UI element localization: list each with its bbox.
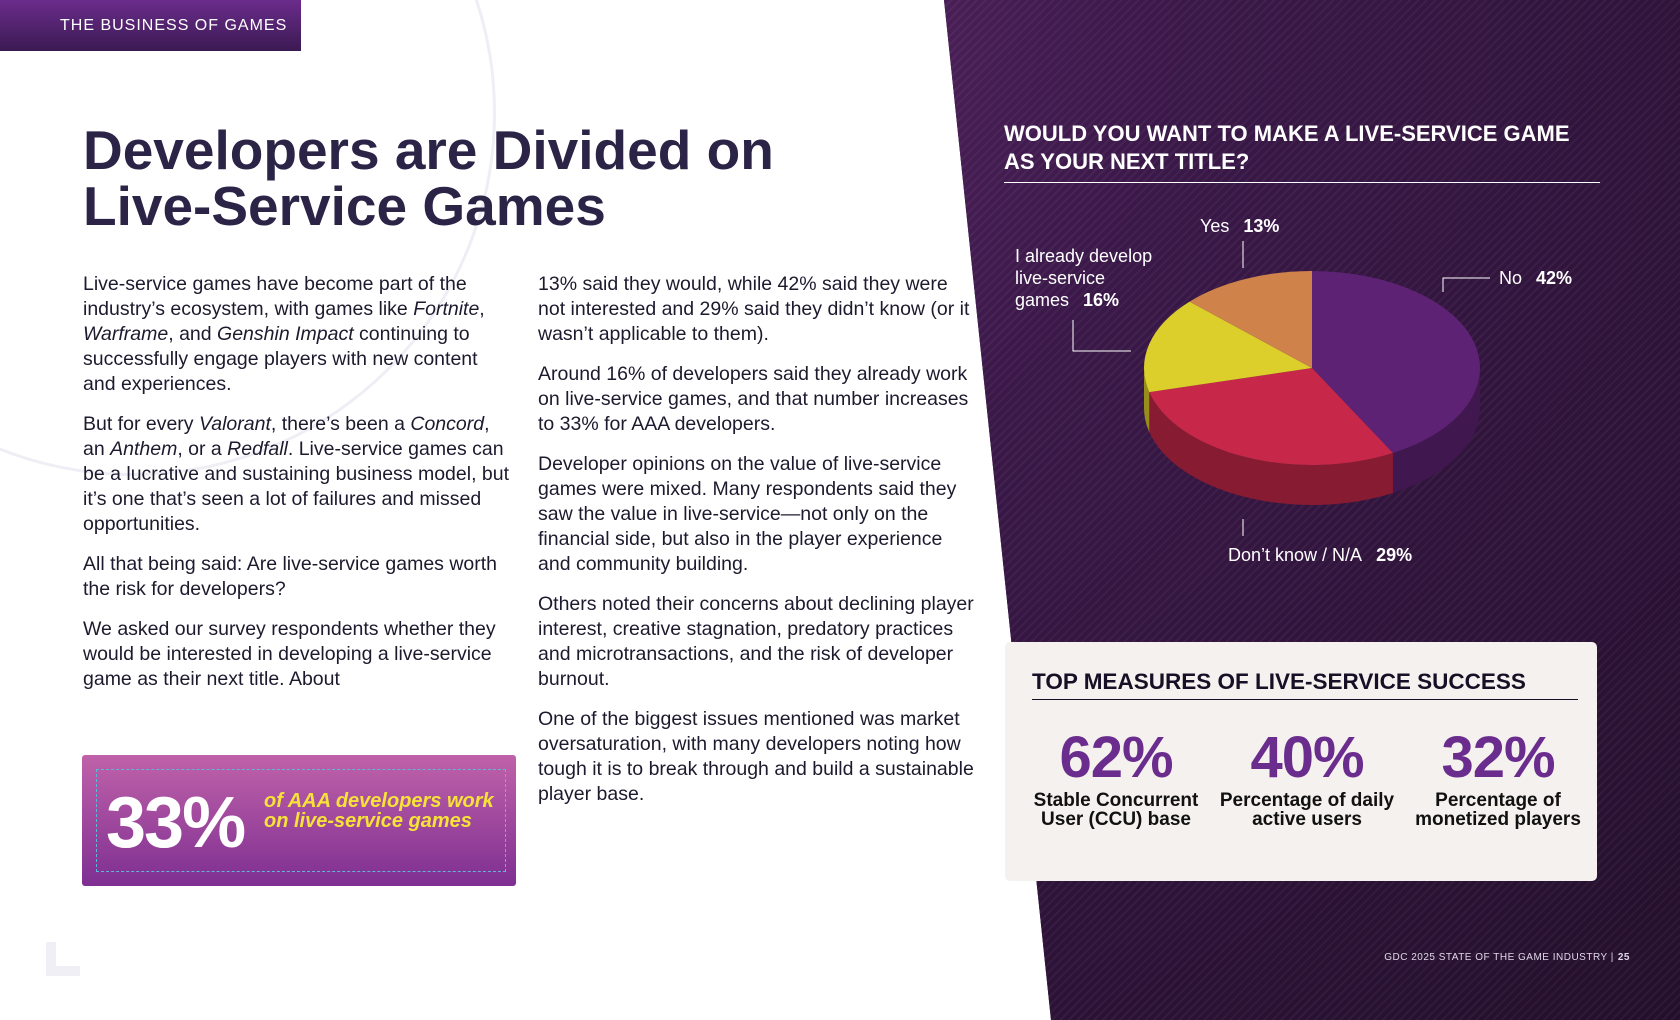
stat-monetized: 32% Percentage of monetized players (1403, 725, 1593, 830)
pie-label-already: I already develop live-service games 16% (1015, 246, 1153, 310)
paragraph: All that being said: Are live-service ga… (83, 553, 498, 600)
leader-line-already (1072, 320, 1131, 352)
footer: GDC 2025 STATE OF THE GAME INDUSTRY | 25 (1384, 952, 1630, 963)
callout-dashed-border (96, 769, 506, 872)
pie-side-1 (1149, 392, 1393, 505)
stat-label: Percentage of monetized players (1415, 790, 1581, 830)
paragraph: Live-service games have become part of t… (83, 273, 485, 395)
paragraph: Around 16% of developers said they alrea… (538, 363, 969, 435)
pie-label-dontknow: Don’t know / N/A 29% (1228, 545, 1413, 565)
callout-text: of AAA developers work on live-service g… (264, 790, 494, 832)
title-line-1: Developers are Divided on (83, 119, 774, 181)
leader-line-no (1442, 277, 1490, 292)
stat-dau: 40% Percentage of daily active users (1212, 725, 1402, 830)
body-column-right: 13% said they would, while 42% said they… (538, 272, 978, 822)
paragraph: 13% said they would, while 42% said they… (538, 273, 970, 345)
pie-slice-1 (1149, 368, 1393, 465)
corner-bracket-icon (46, 942, 80, 976)
page-number: 25 (1617, 952, 1630, 963)
pie-slice-0 (1312, 271, 1480, 454)
pie-label-no: No 42% (1499, 268, 1573, 288)
paragraph: We asked our survey respondents whether … (83, 618, 496, 690)
pie-label-yes: Yes 13% (1200, 216, 1280, 236)
stat-value: 32% (1441, 725, 1555, 790)
stat-label: Stable Concurrent User (CCU) base (1033, 790, 1199, 830)
stat-ccu: 62% Stable Concurrent User (CCU) base (1021, 725, 1211, 830)
pie-slice-3 (1189, 271, 1312, 368)
chart-title: WOULD YOU WANT TO MAKE A LIVE-SERVICE GA… (1004, 120, 1600, 183)
body-column-left: Live-service games have become part of t… (83, 272, 513, 707)
section-tag: THE BUSINESS OF GAMES (0, 0, 301, 51)
card-title: TOP MEASURES OF LIVE-SERVICE SUCCESS (1032, 667, 1578, 700)
stat-value: 62% (1059, 725, 1173, 790)
aaa-callout-box: 33% of AAA developers work on live-servi… (82, 755, 516, 886)
pie-side-0 (1392, 368, 1480, 494)
paragraph: But for every Valorant, there’s been a C… (83, 413, 510, 535)
paragraph: Developer opinions on the value of live-… (538, 453, 957, 575)
pie-side-2 (1144, 368, 1150, 433)
stat-label: Percentage of daily active users (1219, 790, 1395, 830)
paragraph: One of the biggest issues mentioned was … (538, 708, 974, 805)
stat-value: 40% (1250, 725, 1364, 790)
page-title: Developers are Divided on Live-Service G… (83, 122, 843, 234)
title-line-2: Live-Service Games (83, 175, 606, 237)
pie-slice-2 (1144, 301, 1312, 393)
success-measures-card: TOP MEASURES OF LIVE-SERVICE SUCCESS 62%… (1005, 642, 1597, 881)
paragraph: Others noted their concerns about declin… (538, 593, 974, 690)
footer-report-name: GDC 2025 STATE OF THE GAME INDUSTRY | (1384, 952, 1614, 963)
callout-value: 33% (106, 783, 246, 863)
